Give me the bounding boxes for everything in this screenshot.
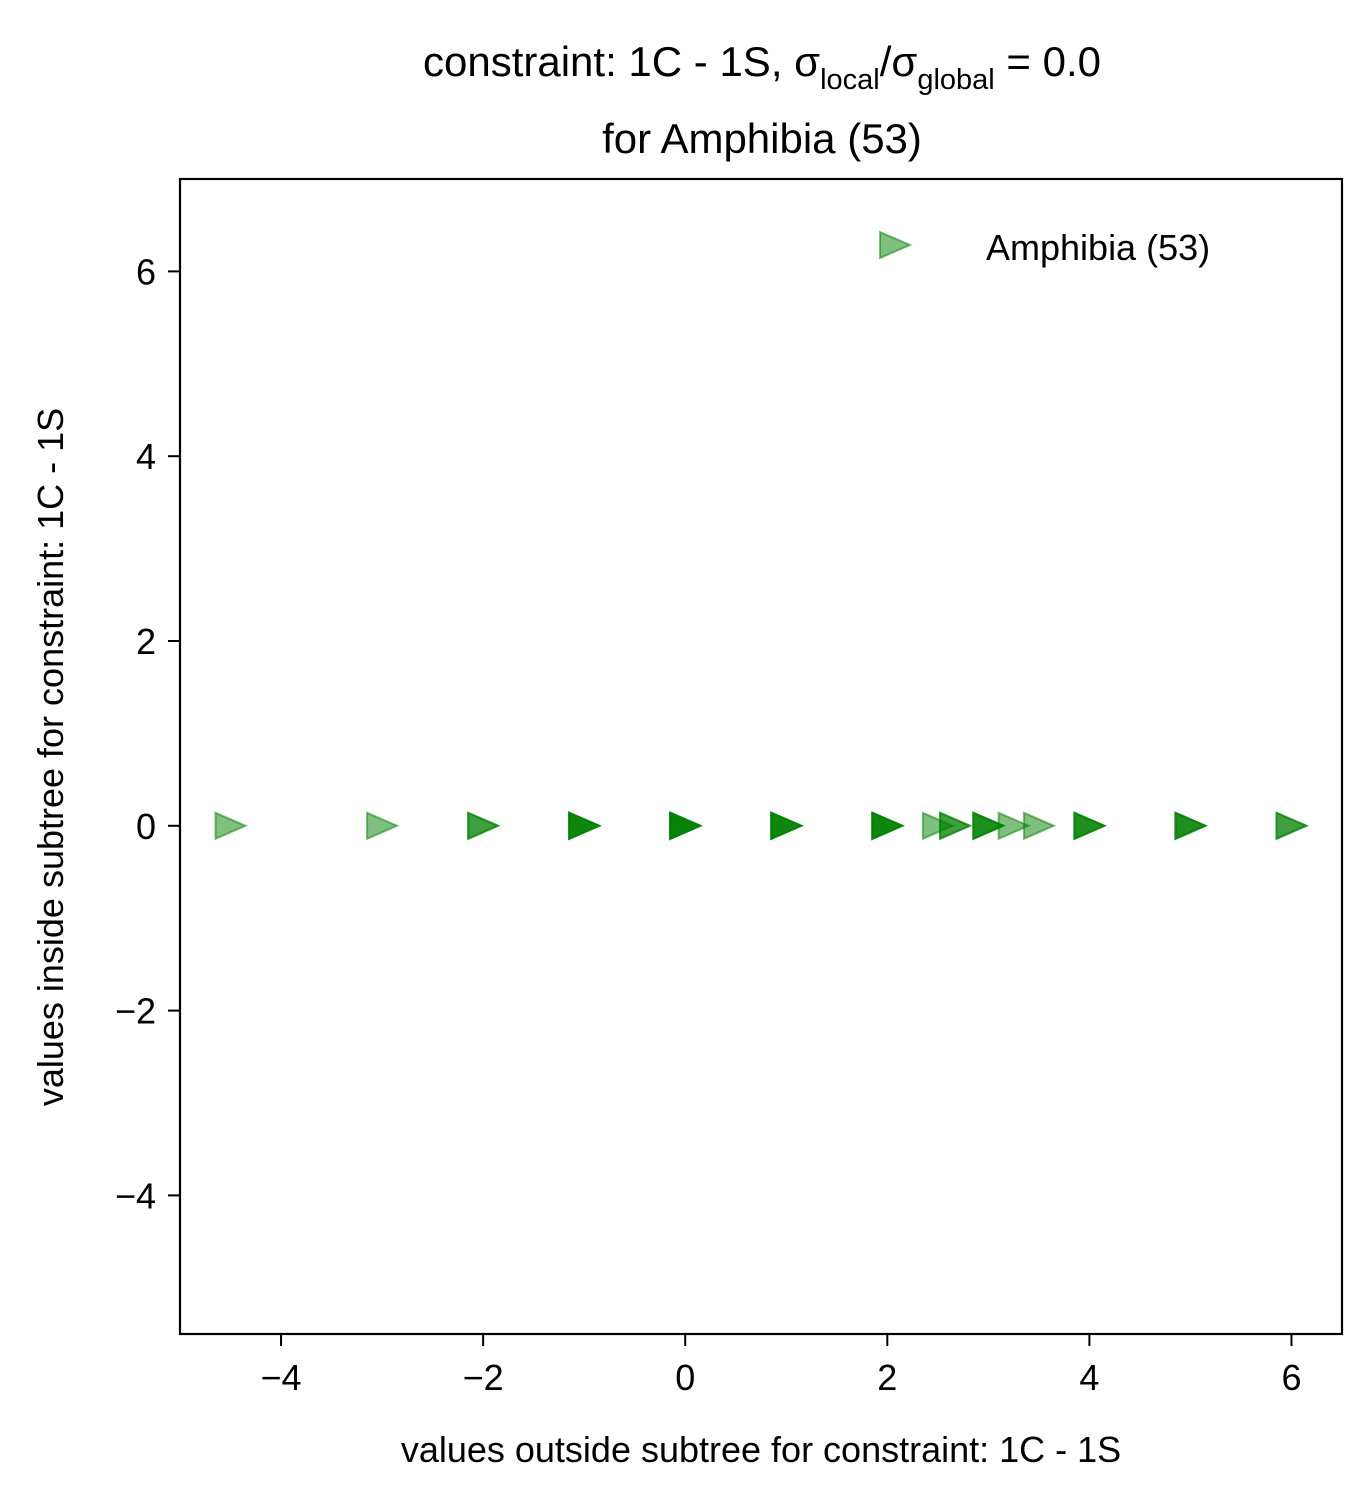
- data-point: [1275, 811, 1309, 841]
- x-tick-label: −4: [261, 1357, 302, 1398]
- data-point: [568, 811, 602, 841]
- y-tick-label: −4: [115, 1175, 156, 1216]
- chart-title-line2: for Amphibia (53): [602, 115, 922, 162]
- data-point: [972, 811, 1006, 841]
- x-tick-label: 0: [675, 1357, 695, 1398]
- data-points: [214, 811, 1309, 841]
- y-axis-ticks: −4 −2 0 2 4 6: [115, 251, 180, 1216]
- y-tick-label: 4: [136, 436, 156, 477]
- data-point: [997, 811, 1032, 841]
- data-point: [366, 811, 400, 841]
- x-axis-label: values outside subtree for constraint: 1…: [401, 1429, 1121, 1470]
- y-tick-label: 0: [136, 806, 156, 847]
- y-axis-label: values inside subtree for constraint: 1C…: [30, 408, 71, 1106]
- data-point: [1174, 811, 1208, 841]
- y-tick-label: 6: [136, 251, 156, 292]
- data-point: [669, 811, 703, 841]
- x-tick-label: 6: [1281, 1357, 1301, 1398]
- legend: Amphibia (53): [879, 227, 1210, 268]
- data-point: [770, 811, 804, 841]
- data-point: [921, 811, 956, 841]
- data-point: [939, 811, 973, 841]
- data-point: [214, 811, 249, 841]
- chart-title-line1: constraint: 1C - 1S, σlocal/σglobal = 0.…: [423, 38, 1101, 96]
- legend-label: Amphibia (53): [986, 227, 1210, 268]
- plot-frame: [178, 177, 1344, 1336]
- data-point: [871, 811, 905, 841]
- data-point: [1073, 811, 1107, 841]
- data-point: [467, 811, 501, 841]
- x-tick-label: 2: [877, 1357, 897, 1398]
- y-tick-label: −2: [115, 991, 156, 1032]
- x-axis-ticks: −4 −2 0 2 4 6: [261, 1334, 1301, 1398]
- data-point: [1022, 811, 1057, 841]
- x-tick-label: 4: [1079, 1357, 1099, 1398]
- x-tick-label: −2: [463, 1357, 504, 1398]
- legend-marker-triangle: [879, 230, 913, 260]
- y-tick-label: 2: [136, 621, 156, 662]
